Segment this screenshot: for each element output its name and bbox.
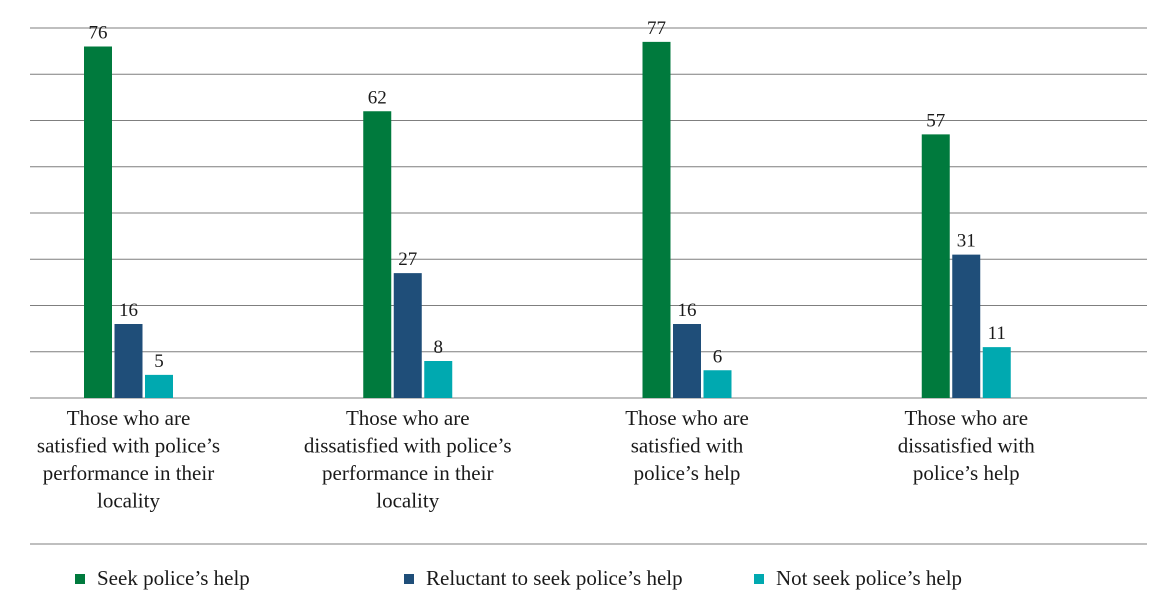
legend-label: Not seek police’s help (776, 566, 962, 590)
legend-swatch (404, 574, 414, 584)
bar (921, 134, 950, 398)
category-label: Those who are dissatisfied with police’s h… (898, 406, 1036, 485)
legend-swatch (75, 574, 85, 584)
bar (642, 41, 671, 398)
data-label: 11 (988, 323, 1006, 344)
data-label: 31 (957, 231, 976, 252)
category-label: Those who are satisfied with police’s perf… (37, 406, 220, 513)
legend: Seek police’s help Reluctant to seek poli… (75, 566, 962, 590)
data-label: 6 (713, 346, 723, 367)
category-label: Those who are satisfied with police’s help (625, 406, 749, 485)
bars (84, 41, 1011, 398)
legend-swatch (754, 574, 764, 584)
bar (84, 46, 112, 398)
data-label: 62 (368, 87, 387, 108)
legend-label: Reluctant to seek police’s help (426, 566, 683, 590)
legend-label: Seek police’s help (97, 566, 250, 590)
data-label: 5 (154, 351, 164, 372)
category-label: Those who are dissatisfied with police’s p… (304, 406, 512, 513)
bar (952, 254, 981, 398)
bar (145, 374, 173, 398)
bar (393, 273, 422, 398)
bar (673, 324, 701, 398)
data-label: 57 (926, 110, 945, 131)
data-label: 27 (398, 249, 417, 270)
legend-item: Reluctant to seek police’s help (404, 566, 683, 590)
data-label: 8 (434, 337, 444, 358)
bar (114, 324, 143, 398)
data-labels: 76 62 77 57 16 27 16 31 5 8 6 11 (89, 18, 1006, 372)
bar (982, 347, 1011, 398)
category-labels: Those who are satisfied with police’s perf… (37, 406, 1035, 513)
data-label: 16 (119, 300, 138, 321)
data-label: 77 (647, 18, 666, 39)
gridlines (30, 27, 1147, 399)
bar (424, 361, 453, 398)
legend-item: Not seek police’s help (754, 566, 962, 590)
bar (703, 370, 732, 398)
bar (363, 111, 392, 398)
data-label: 76 (89, 23, 108, 44)
data-label: 16 (678, 300, 697, 321)
legend-item: Seek police’s help (75, 566, 250, 590)
